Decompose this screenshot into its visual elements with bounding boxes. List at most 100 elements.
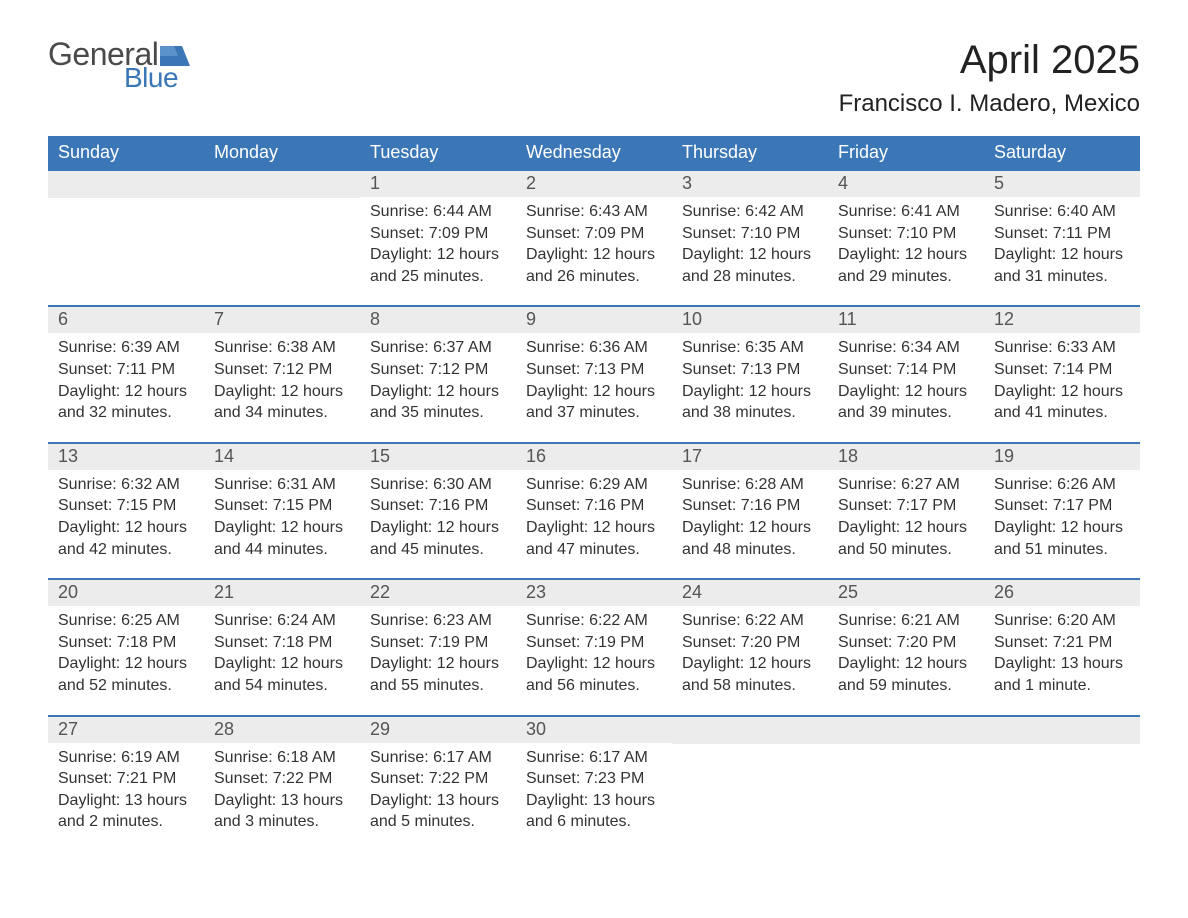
day-body: Sunrise: 6:20 AMSunset: 7:21 PMDaylight:…: [984, 610, 1140, 696]
week-row: 6Sunrise: 6:39 AMSunset: 7:11 PMDaylight…: [48, 305, 1140, 441]
day-sunset: Sunset: 7:21 PM: [58, 768, 194, 790]
week-row: 1Sunrise: 6:44 AMSunset: 7:09 PMDaylight…: [48, 171, 1140, 305]
day-cell: 2Sunrise: 6:43 AMSunset: 7:09 PMDaylight…: [516, 171, 672, 305]
day-daylight1: Daylight: 12 hours: [682, 517, 818, 539]
page-header: General Blue April 2025 Francisco I. Mad…: [48, 38, 1140, 118]
day-body: Sunrise: 6:33 AMSunset: 7:14 PMDaylight:…: [984, 337, 1140, 423]
day-header: Monday: [204, 136, 360, 171]
day-cell: 1Sunrise: 6:44 AMSunset: 7:09 PMDaylight…: [360, 171, 516, 305]
day-sunset: Sunset: 7:10 PM: [682, 223, 818, 245]
day-daylight2: and 39 minutes.: [838, 402, 974, 424]
day-body: Sunrise: 6:35 AMSunset: 7:13 PMDaylight:…: [672, 337, 828, 423]
day-sunrise: Sunrise: 6:17 AM: [526, 747, 662, 769]
day-sunset: Sunset: 7:23 PM: [526, 768, 662, 790]
day-body: Sunrise: 6:21 AMSunset: 7:20 PMDaylight:…: [828, 610, 984, 696]
day-cell: 27Sunrise: 6:19 AMSunset: 7:21 PMDayligh…: [48, 717, 204, 851]
day-cell: 14Sunrise: 6:31 AMSunset: 7:15 PMDayligh…: [204, 444, 360, 578]
day-daylight2: and 31 minutes.: [994, 266, 1130, 288]
day-cell: 13Sunrise: 6:32 AMSunset: 7:15 PMDayligh…: [48, 444, 204, 578]
day-sunset: Sunset: 7:22 PM: [214, 768, 350, 790]
day-sunset: Sunset: 7:13 PM: [526, 359, 662, 381]
day-number: 22: [360, 580, 516, 606]
day-daylight1: Daylight: 13 hours: [994, 653, 1130, 675]
day-sunset: Sunset: 7:12 PM: [214, 359, 350, 381]
title-block: April 2025 Francisco I. Madero, Mexico: [839, 38, 1140, 118]
day-daylight1: Daylight: 12 hours: [370, 381, 506, 403]
day-number: 25: [828, 580, 984, 606]
day-body: Sunrise: 6:17 AMSunset: 7:23 PMDaylight:…: [516, 747, 672, 833]
day-body: Sunrise: 6:38 AMSunset: 7:12 PMDaylight:…: [204, 337, 360, 423]
day-cell: 29Sunrise: 6:17 AMSunset: 7:22 PMDayligh…: [360, 717, 516, 851]
day-sunrise: Sunrise: 6:24 AM: [214, 610, 350, 632]
day-body: Sunrise: 6:34 AMSunset: 7:14 PMDaylight:…: [828, 337, 984, 423]
day-body: Sunrise: 6:42 AMSunset: 7:10 PMDaylight:…: [672, 201, 828, 287]
day-number: 5: [984, 171, 1140, 197]
day-daylight1: Daylight: 13 hours: [526, 790, 662, 812]
day-number: 23: [516, 580, 672, 606]
day-cell: 8Sunrise: 6:37 AMSunset: 7:12 PMDaylight…: [360, 307, 516, 441]
day-number: 16: [516, 444, 672, 470]
day-sunrise: Sunrise: 6:27 AM: [838, 474, 974, 496]
day-daylight2: and 55 minutes.: [370, 675, 506, 697]
day-number: 20: [48, 580, 204, 606]
day-daylight2: and 3 minutes.: [214, 811, 350, 833]
day-sunrise: Sunrise: 6:29 AM: [526, 474, 662, 496]
week-row: 13Sunrise: 6:32 AMSunset: 7:15 PMDayligh…: [48, 442, 1140, 578]
day-daylight1: Daylight: 13 hours: [370, 790, 506, 812]
day-sunset: Sunset: 7:20 PM: [838, 632, 974, 654]
day-sunset: Sunset: 7:14 PM: [994, 359, 1130, 381]
day-sunset: Sunset: 7:16 PM: [526, 495, 662, 517]
day-daylight1: Daylight: 13 hours: [214, 790, 350, 812]
day-sunset: Sunset: 7:14 PM: [838, 359, 974, 381]
day-sunrise: Sunrise: 6:33 AM: [994, 337, 1130, 359]
day-number: 1: [360, 171, 516, 197]
day-daylight2: and 25 minutes.: [370, 266, 506, 288]
day-daylight1: Daylight: 12 hours: [838, 381, 974, 403]
day-cell: [672, 717, 828, 851]
day-cell: 18Sunrise: 6:27 AMSunset: 7:17 PMDayligh…: [828, 444, 984, 578]
day-sunset: Sunset: 7:09 PM: [370, 223, 506, 245]
day-daylight2: and 54 minutes.: [214, 675, 350, 697]
day-sunrise: Sunrise: 6:36 AM: [526, 337, 662, 359]
day-sunset: Sunset: 7:19 PM: [526, 632, 662, 654]
day-daylight2: and 48 minutes.: [682, 539, 818, 561]
day-body: Sunrise: 6:40 AMSunset: 7:11 PMDaylight:…: [984, 201, 1140, 287]
day-daylight1: Daylight: 12 hours: [58, 381, 194, 403]
day-daylight1: Daylight: 12 hours: [994, 517, 1130, 539]
day-number: 26: [984, 580, 1140, 606]
day-sunrise: Sunrise: 6:22 AM: [526, 610, 662, 632]
day-cell: 5 Sunrise: 6:40 AMSunset: 7:11 PMDaylight…: [984, 171, 1140, 305]
day-daylight2: and 42 minutes.: [58, 539, 194, 561]
day-header: Thursday: [672, 136, 828, 171]
day-sunrise: Sunrise: 6:25 AM: [58, 610, 194, 632]
day-number: 21: [204, 580, 360, 606]
day-daylight2: and 5 minutes.: [370, 811, 506, 833]
day-cell: 23Sunrise: 6:22 AMSunset: 7:19 PMDayligh…: [516, 580, 672, 714]
day-header: Friday: [828, 136, 984, 171]
day-sunrise: Sunrise: 6:31 AM: [214, 474, 350, 496]
day-sunrise: Sunrise: 6:23 AM: [370, 610, 506, 632]
day-cell: [984, 717, 1140, 851]
day-cell: 20Sunrise: 6:25 AMSunset: 7:18 PMDayligh…: [48, 580, 204, 714]
day-body: Sunrise: 6:32 AMSunset: 7:15 PMDaylight:…: [48, 474, 204, 560]
day-number: 27: [48, 717, 204, 743]
day-sunrise: Sunrise: 6:18 AM: [214, 747, 350, 769]
day-cell: [828, 717, 984, 851]
day-cell: 6Sunrise: 6:39 AMSunset: 7:11 PMDaylight…: [48, 307, 204, 441]
day-sunset: Sunset: 7:20 PM: [682, 632, 818, 654]
day-sunset: Sunset: 7:16 PM: [370, 495, 506, 517]
day-number: 29: [360, 717, 516, 743]
day-daylight2: and 32 minutes.: [58, 402, 194, 424]
day-daylight1: Daylight: 12 hours: [838, 244, 974, 266]
day-daylight2: and 2 minutes.: [58, 811, 194, 833]
day-sunset: Sunset: 7:11 PM: [994, 223, 1130, 245]
day-number: 19: [984, 444, 1140, 470]
day-daylight2: and 45 minutes.: [370, 539, 506, 561]
day-daylight2: and 50 minutes.: [838, 539, 974, 561]
day-sunrise: Sunrise: 6:38 AM: [214, 337, 350, 359]
day-number: [984, 717, 1140, 744]
day-number: [672, 717, 828, 744]
day-daylight1: Daylight: 12 hours: [526, 244, 662, 266]
day-cell: 26 Sunrise: 6:20 AMSunset: 7:21 PMDayligh…: [984, 580, 1140, 714]
day-sunset: Sunset: 7:09 PM: [526, 223, 662, 245]
